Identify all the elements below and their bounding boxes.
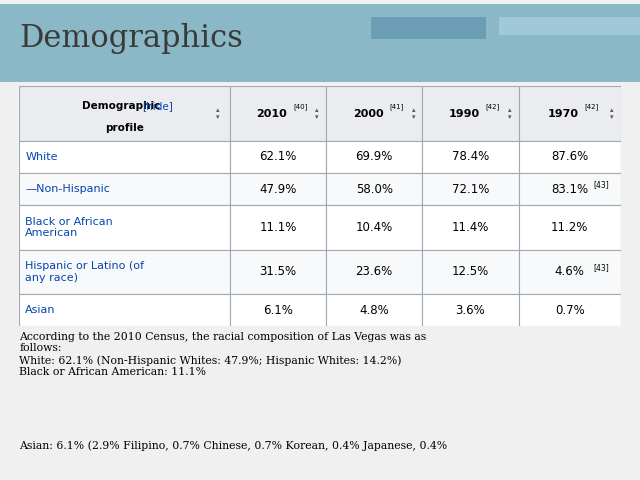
FancyBboxPatch shape xyxy=(422,294,518,326)
Text: 10.4%: 10.4% xyxy=(355,221,393,234)
Text: 83.1%: 83.1% xyxy=(551,182,588,195)
Bar xyxy=(499,17,640,35)
FancyBboxPatch shape xyxy=(19,205,230,250)
FancyBboxPatch shape xyxy=(518,294,621,326)
Text: 12.5%: 12.5% xyxy=(452,265,489,278)
Text: 0.7%: 0.7% xyxy=(555,304,584,317)
Text: Black or African
American: Black or African American xyxy=(25,216,113,238)
Text: 1990: 1990 xyxy=(449,108,480,119)
Text: 78.4%: 78.4% xyxy=(452,150,489,163)
Text: profile: profile xyxy=(105,123,144,133)
FancyBboxPatch shape xyxy=(326,86,422,141)
FancyBboxPatch shape xyxy=(230,294,326,326)
Text: Asian: 6.1% (2.9% Filipino, 0.7% Chinese, 0.7% Korean, 0.4% Japanese, 0.4%: Asian: 6.1% (2.9% Filipino, 0.7% Chinese… xyxy=(19,441,447,451)
FancyBboxPatch shape xyxy=(518,173,621,205)
Text: 2000: 2000 xyxy=(353,108,383,119)
Text: White: White xyxy=(25,152,58,162)
FancyBboxPatch shape xyxy=(230,86,326,141)
Text: 87.6%: 87.6% xyxy=(551,150,588,163)
Text: Demographics: Demographics xyxy=(19,24,243,54)
Text: 62.1%: 62.1% xyxy=(259,150,296,163)
Text: 72.1%: 72.1% xyxy=(452,182,489,195)
Text: 58.0%: 58.0% xyxy=(356,182,393,195)
Text: ▴
▾: ▴ ▾ xyxy=(508,107,511,120)
Text: 11.4%: 11.4% xyxy=(452,221,489,234)
Text: [hide]: [hide] xyxy=(142,101,173,111)
Text: [40]: [40] xyxy=(293,103,307,110)
Text: ▴
▾: ▴ ▾ xyxy=(412,107,415,120)
Text: [41]: [41] xyxy=(389,103,404,110)
Text: [42]: [42] xyxy=(485,103,500,110)
FancyBboxPatch shape xyxy=(326,141,422,173)
FancyBboxPatch shape xyxy=(19,86,230,141)
FancyBboxPatch shape xyxy=(230,205,326,250)
Text: —Non-Hispanic: —Non-Hispanic xyxy=(25,184,110,194)
Text: [43]: [43] xyxy=(594,263,609,272)
Text: [43]: [43] xyxy=(594,180,609,189)
FancyBboxPatch shape xyxy=(518,250,621,294)
Text: ▴
▾: ▴ ▾ xyxy=(610,107,614,120)
FancyBboxPatch shape xyxy=(19,141,230,173)
FancyBboxPatch shape xyxy=(326,250,422,294)
Text: 23.6%: 23.6% xyxy=(355,265,393,278)
FancyBboxPatch shape xyxy=(326,294,422,326)
FancyBboxPatch shape xyxy=(326,173,422,205)
Text: 47.9%: 47.9% xyxy=(259,182,296,195)
Text: 1970: 1970 xyxy=(548,108,579,119)
Text: ▴
▾: ▴ ▾ xyxy=(216,107,220,120)
Bar xyxy=(371,17,486,39)
FancyBboxPatch shape xyxy=(230,141,326,173)
FancyBboxPatch shape xyxy=(422,86,518,141)
FancyBboxPatch shape xyxy=(230,250,326,294)
Text: 4.6%: 4.6% xyxy=(555,265,584,278)
FancyBboxPatch shape xyxy=(19,250,230,294)
FancyBboxPatch shape xyxy=(326,205,422,250)
Text: 11.1%: 11.1% xyxy=(259,221,296,234)
Text: Asian: Asian xyxy=(25,305,56,315)
FancyBboxPatch shape xyxy=(19,294,230,326)
Text: According to the 2010 Census, the racial composition of Las Vegas was as
follows: According to the 2010 Census, the racial… xyxy=(19,332,426,377)
Text: 6.1%: 6.1% xyxy=(263,304,293,317)
FancyBboxPatch shape xyxy=(518,86,621,141)
Text: 31.5%: 31.5% xyxy=(259,265,296,278)
Text: ▴
▾: ▴ ▾ xyxy=(316,107,319,120)
FancyBboxPatch shape xyxy=(518,205,621,250)
FancyBboxPatch shape xyxy=(422,173,518,205)
FancyBboxPatch shape xyxy=(422,205,518,250)
Text: 4.8%: 4.8% xyxy=(359,304,389,317)
FancyBboxPatch shape xyxy=(518,141,621,173)
FancyBboxPatch shape xyxy=(422,141,518,173)
FancyBboxPatch shape xyxy=(19,173,230,205)
Text: Demographic: Demographic xyxy=(82,101,167,111)
Text: Hispanic or Latino (of
any race): Hispanic or Latino (of any race) xyxy=(25,261,144,283)
Text: 2010: 2010 xyxy=(257,108,287,119)
FancyBboxPatch shape xyxy=(422,250,518,294)
Text: 69.9%: 69.9% xyxy=(355,150,393,163)
Text: [42]: [42] xyxy=(585,103,599,110)
Text: 3.6%: 3.6% xyxy=(456,304,485,317)
Text: 11.2%: 11.2% xyxy=(551,221,588,234)
FancyBboxPatch shape xyxy=(230,173,326,205)
